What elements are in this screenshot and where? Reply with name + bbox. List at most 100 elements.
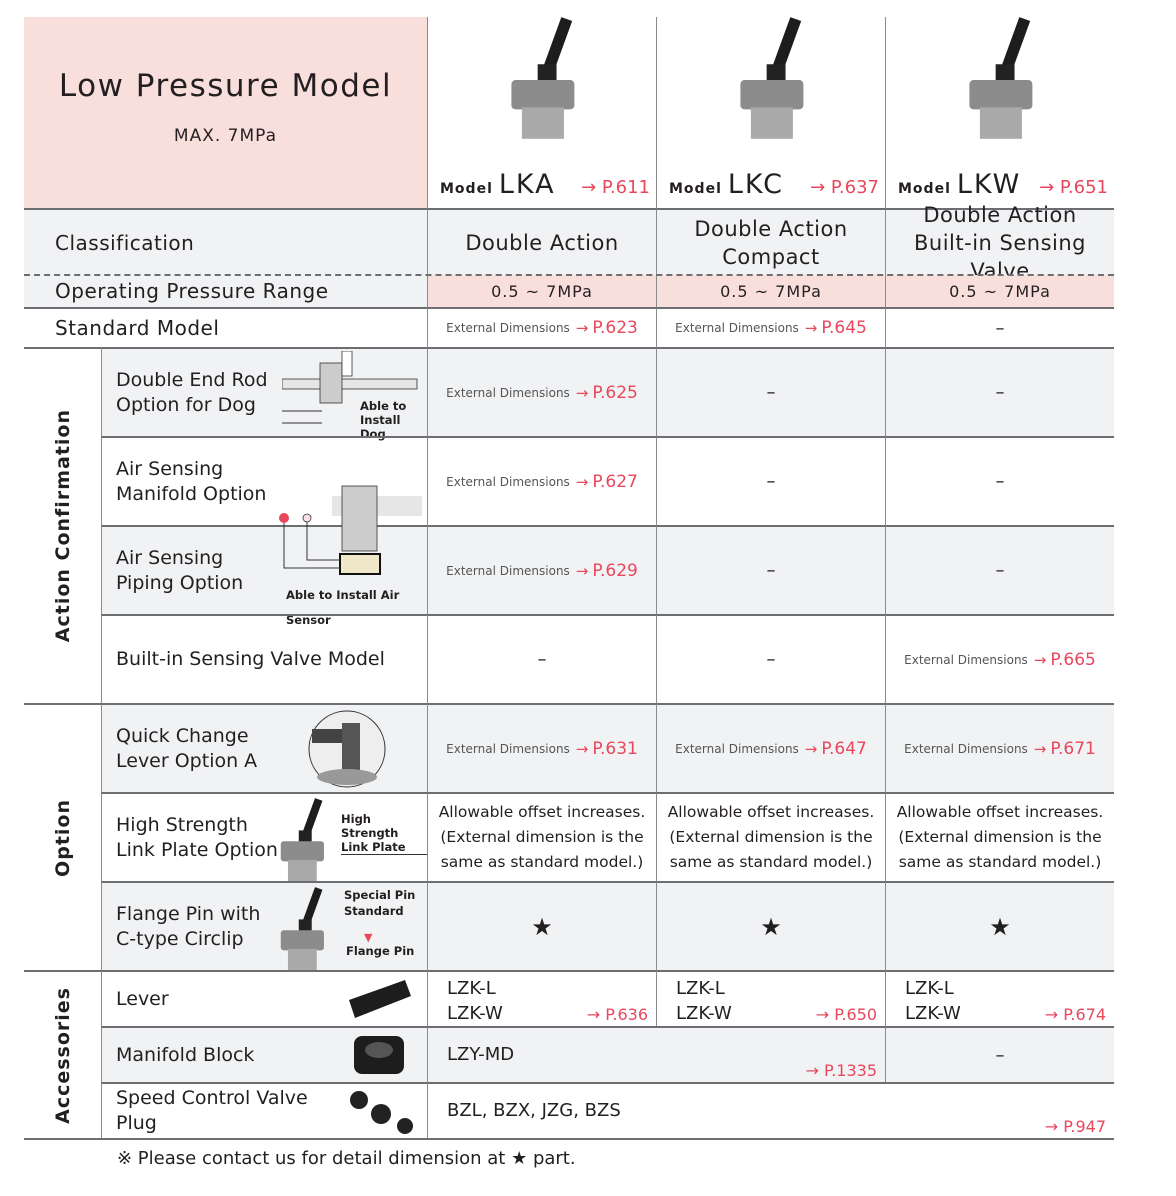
action-cell: – (885, 525, 1114, 614)
lever-image (349, 980, 411, 1018)
star-icon: ★ (760, 912, 782, 941)
row-label: Quick Change Lever Option A (116, 724, 258, 772)
callout-special-pin: Special Pin (344, 888, 416, 902)
row-label: Air Sensing Piping Option (116, 546, 244, 594)
not-available-dash: – (995, 471, 1005, 492)
model-name: LKA (498, 169, 556, 200)
pressure-value: 0.5 ~ 7MPa (720, 281, 822, 301)
arrow-right-icon: → (1033, 650, 1047, 669)
callout-label: Able to Install Dog (360, 399, 407, 441)
row-label: Double End Rod Option for Dog (116, 368, 268, 416)
page-link[interactable]: P.627 (592, 471, 638, 492)
comparison-table: Low Pressure Model MAX. 7MPa Model LKA → P.6… (24, 17, 1114, 1140)
manifold-block-image (354, 1036, 404, 1074)
standard-cell: External Dimensions → P.623 (427, 307, 656, 347)
accessory-code: LZK-L LZK-W (905, 978, 961, 1024)
clamp-product-image (511, 17, 575, 139)
row-label-cell: Built-in Sensing Valve Model (101, 614, 427, 703)
page-subtitle: MAX. 7MPa (173, 125, 278, 146)
arrow-right-icon: → (1033, 739, 1047, 758)
page-link[interactable]: P.645 (821, 318, 867, 338)
row-label: Air Sensing Manifold Option (116, 457, 267, 505)
not-available-dash: – (995, 317, 1005, 339)
offset-note: Allowable offset increases. (External dim… (438, 803, 646, 871)
page-link[interactable]: → P.650 (815, 1005, 877, 1024)
option-cell: Allowable offset increases. (External dim… (427, 792, 656, 881)
model-prefix: Model (898, 181, 951, 197)
classification-value: Double Action Compact (694, 216, 848, 269)
not-available-dash: – (766, 471, 776, 492)
arrow-right-icon: → (804, 319, 818, 337)
option-cell: Allowable offset increases. (External dim… (656, 792, 885, 881)
model-header-lka: Model LKA → P.611 (427, 17, 656, 208)
arrow-down-icon: ▼ (364, 931, 373, 944)
page-link[interactable]: → P.636 (586, 1005, 648, 1024)
external-dimensions-label: External Dimensions (446, 385, 570, 400)
quick-change-lever-image (308, 710, 386, 788)
row-label-cell: High Strength Link Plate Option High Stren… (101, 792, 427, 882)
callout-label: Able to Install Air Sensor (286, 588, 400, 627)
pressure-label: Operating Pressure Range (55, 279, 329, 303)
external-dimensions-label: External Dimensions (446, 741, 570, 756)
action-cell: External Dimensions → P.629 (427, 525, 656, 614)
accessory-code: BZL, BZX, JZG, BZS (447, 1100, 621, 1121)
standard-cell: External Dimensions → P.645 (656, 307, 885, 347)
page-link[interactable]: → P.947 (1044, 1117, 1106, 1136)
not-available-dash: – (537, 649, 547, 670)
page-link[interactable]: → P.1335 (805, 1061, 877, 1080)
external-dimensions-label: External Dimensions (904, 652, 1028, 667)
row-label: Flange Pin with C-type Circlip (116, 902, 261, 950)
page-link[interactable]: P.665 (1050, 649, 1096, 670)
page-title: Low Pressure Model (58, 67, 393, 104)
model-page-link[interactable]: → P.611 (581, 177, 650, 198)
model-prefix: Model (440, 181, 493, 197)
option-cell: External Dimensions → P.647 (656, 703, 885, 792)
group-action-confirmation: Action Confirmation (24, 347, 101, 703)
clamp-product-image (969, 17, 1033, 139)
accessory-code: LZK-L LZK-W (447, 978, 503, 1024)
clamp-product-image (740, 17, 804, 139)
page-link[interactable]: P.671 (1050, 738, 1096, 759)
clamp-product-image (280, 798, 324, 882)
arrow-right-icon: → (575, 472, 589, 491)
page-link[interactable]: P.625 (592, 382, 638, 403)
arrow-right-icon: → (575, 383, 589, 402)
external-dimensions-label: External Dimensions (904, 741, 1028, 756)
accessory-code: LZK-L LZK-W (676, 978, 732, 1024)
accessory-cell: LZY-MD → P.1335 (427, 1026, 885, 1082)
pressure-cell: 0.5 ~ 7MPa (885, 275, 1114, 307)
classification-cell: Double Action (427, 208, 656, 275)
action-cell: – (885, 436, 1114, 525)
not-available-dash: – (766, 560, 776, 581)
option-cell: External Dimensions → P.631 (427, 703, 656, 792)
standard-cell: – (885, 307, 1114, 347)
installation-diagram (282, 351, 418, 424)
standard-label-cell: Standard Model (24, 307, 427, 347)
clamp-product-image (280, 887, 324, 971)
row-label-cell: Lever (101, 970, 427, 1026)
action-cell: – (427, 614, 656, 703)
page-link[interactable]: P.629 (592, 560, 638, 581)
pressure-cell: 0.5 ~ 7MPa (427, 275, 656, 307)
model-header-lkc: Model LKC → P.637 (656, 17, 885, 208)
option-cell: ★ (427, 881, 656, 970)
external-dimensions-label: External Dimensions (446, 321, 570, 335)
page-link[interactable]: P.623 (592, 318, 638, 338)
accessory-code: LZY-MD (447, 1044, 515, 1065)
callout-standard: Standard (344, 904, 404, 918)
star-icon: ★ (989, 912, 1011, 941)
accessory-cell: – (885, 1026, 1114, 1082)
model-page-link[interactable]: → P.651 (1039, 177, 1108, 198)
option-cell: ★ (885, 881, 1114, 970)
model-page-link[interactable]: → P.637 (810, 177, 879, 198)
model-header-lkw: Model LKW → P.651 (885, 17, 1114, 208)
row-label-cell: Quick Change Lever Option A (101, 703, 427, 792)
action-cell: External Dimensions → P.627 (427, 436, 656, 525)
row-label-cell: Double End Rod Option for Dog Able to Insta… (101, 347, 427, 441)
offset-note: Allowable offset increases. (External dim… (896, 803, 1104, 871)
page-link[interactable]: → P.674 (1044, 1005, 1106, 1024)
action-cell: – (656, 347, 885, 436)
page-link[interactable]: P.631 (592, 738, 638, 759)
page-link[interactable]: P.647 (821, 738, 867, 759)
accessory-cell: LZK-L LZK-W → P.674 (885, 970, 1114, 1026)
